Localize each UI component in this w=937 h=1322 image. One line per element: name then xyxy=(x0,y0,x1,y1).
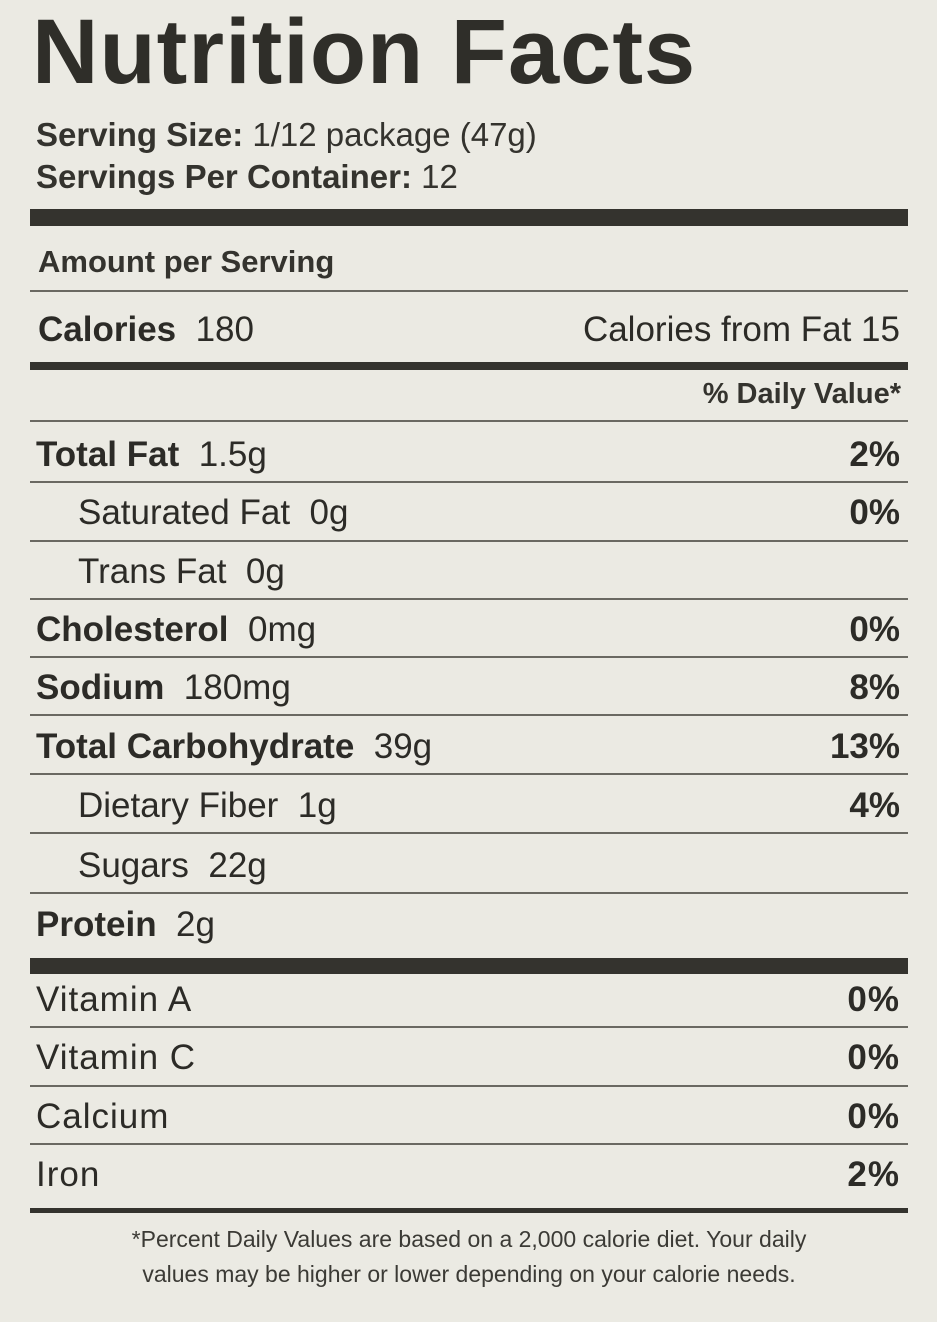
nutrient-row-total-fat: Total Fat 1.5g 2% xyxy=(36,433,900,477)
nutrient-amount: 0mg xyxy=(248,610,317,649)
serving-size: Serving Size: 1/12 package (47g) xyxy=(36,118,537,151)
amount-per-serving: Amount per Serving xyxy=(38,244,335,279)
footnote: *Percent Daily Values are based on a 2,0… xyxy=(30,1222,908,1292)
nutrient-row-saturated-fat: Saturated Fat 0g 0% xyxy=(36,491,900,535)
nutrient-row-total-carbohydrate: Total Carbohydrate 39g 13% xyxy=(36,725,900,769)
divider xyxy=(30,656,908,658)
divider xyxy=(30,540,908,542)
nutrient-dv: 0% xyxy=(849,493,900,532)
vitamin-dv: 0% xyxy=(847,1097,900,1136)
vitamin-name: Iron xyxy=(36,1155,101,1194)
nutrient-dv: 8% xyxy=(849,668,900,707)
nutrient-row-protein: Protein 2g xyxy=(36,903,900,947)
servings-value: 12 xyxy=(421,158,458,195)
nutrient-amount: 39g xyxy=(373,727,433,766)
divider xyxy=(30,1026,908,1028)
divider xyxy=(30,773,908,775)
divider xyxy=(30,892,908,894)
nutrient-amount: 0g xyxy=(309,493,349,532)
vitamin-dv: 0% xyxy=(847,1038,900,1077)
nutrient-amount: 2g xyxy=(176,905,215,944)
nutrient-row-sugars: Sugars 22g xyxy=(36,844,900,888)
nutrient-name: Sodium xyxy=(36,668,165,707)
vitamin-name: Vitamin A xyxy=(36,980,193,1019)
footnote-line-1: *Percent Daily Values are based on a 2,0… xyxy=(131,1226,807,1252)
nutrient-amount: 180mg xyxy=(183,668,291,707)
thick-divider-vitamins xyxy=(30,958,908,974)
medium-divider xyxy=(30,362,908,370)
nutrient-name: Protein xyxy=(36,905,157,944)
nutrient-dv: 13% xyxy=(829,727,900,766)
label-title: Nutrition Facts xyxy=(32,1,697,103)
divider xyxy=(30,832,908,834)
serving-size-value: 1/12 package (47g) xyxy=(252,116,537,153)
divider xyxy=(30,1085,908,1087)
nutrient-row-sodium: Sodium 180mg 8% xyxy=(36,666,900,710)
nutrient-name: Cholesterol xyxy=(36,610,229,649)
nutrient-amount: 22g xyxy=(208,846,267,885)
servings-label: Servings Per Container: xyxy=(36,158,412,195)
vitamin-row-iron: Iron 2% xyxy=(36,1153,900,1197)
calories-label: Calories xyxy=(38,310,177,349)
footnote-line-2: values may be higher or lower depending … xyxy=(142,1261,796,1287)
calories-row: Calories 180 Calories from Fat 15 xyxy=(38,310,900,350)
divider xyxy=(30,290,908,292)
nutrient-amount: 1.5g xyxy=(198,435,267,474)
nutrient-row-trans-fat: Trans Fat 0g xyxy=(36,550,900,594)
nutrient-amount: 0g xyxy=(245,552,285,591)
nutrient-row-dietary-fiber: Dietary Fiber 1g 4% xyxy=(36,784,900,828)
vitamin-name: Calcium xyxy=(36,1097,170,1136)
divider xyxy=(30,598,908,600)
thick-divider-top xyxy=(30,209,908,226)
calories-from-fat: Calories from Fat 15 xyxy=(582,310,900,349)
nutrient-name: Total Carbohydrate xyxy=(36,727,355,766)
divider xyxy=(30,481,908,483)
vitamin-name: Vitamin C xyxy=(36,1038,197,1077)
calories-value: 180 xyxy=(195,310,254,349)
nutrient-name: Trans Fat xyxy=(78,552,227,591)
nutrient-name: Dietary Fiber xyxy=(78,786,279,825)
nutrient-dv: 2% xyxy=(849,435,900,474)
nutrient-dv: 4% xyxy=(849,786,900,825)
divider xyxy=(30,1143,908,1145)
footnote-divider xyxy=(30,1208,908,1213)
nutrient-dv: 0% xyxy=(849,610,900,649)
vitamin-dv: 2% xyxy=(847,1155,900,1194)
divider xyxy=(30,714,908,716)
nutrient-row-cholesterol: Cholesterol 0mg 0% xyxy=(36,608,900,652)
nutrient-name: Sugars xyxy=(78,846,189,885)
daily-value-header: % Daily Value* xyxy=(702,378,901,410)
vitamin-row-calcium: Calcium 0% xyxy=(36,1095,900,1139)
vitamin-dv: 0% xyxy=(847,980,900,1019)
vitamin-row-c: Vitamin C 0% xyxy=(36,1036,900,1080)
nutrient-name: Saturated Fat xyxy=(78,493,291,532)
divider xyxy=(30,420,908,422)
vitamin-row-a: Vitamin A 0% xyxy=(36,978,900,1022)
serving-size-label: Serving Size: xyxy=(36,116,244,153)
nutrient-amount: 1g xyxy=(297,786,337,825)
servings-per-container: Servings Per Container: 12 xyxy=(36,160,458,193)
nutrient-name: Total Fat xyxy=(36,435,180,474)
